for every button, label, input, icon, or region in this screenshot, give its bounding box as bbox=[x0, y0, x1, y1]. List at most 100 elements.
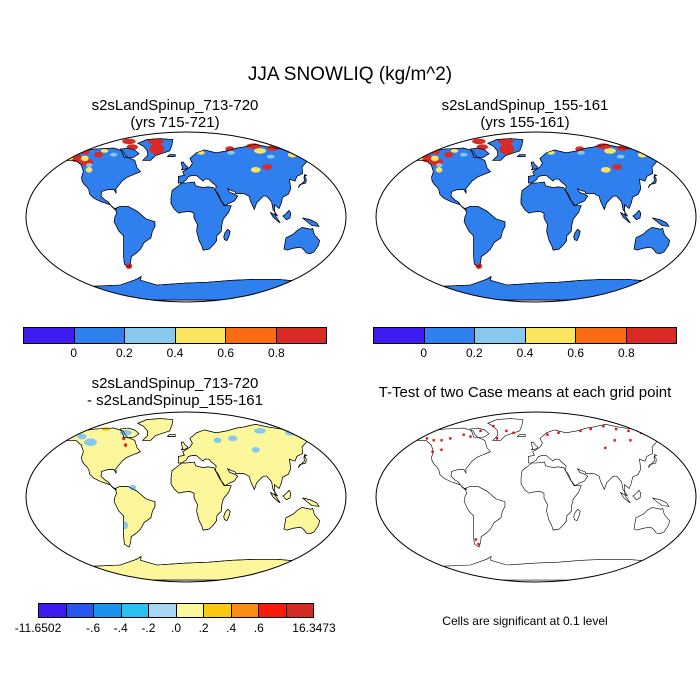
significant-cell bbox=[613, 439, 616, 442]
colorbar-difference-tick-label: .0 bbox=[170, 621, 182, 635]
colorbar-difference-tick-label: -.2 bbox=[141, 621, 156, 635]
colorbar-swatch bbox=[176, 604, 204, 617]
colorbar-swatch bbox=[66, 604, 94, 617]
coastline bbox=[463, 206, 506, 268]
diff-negative-region bbox=[213, 437, 222, 444]
coastline bbox=[180, 161, 188, 171]
snow-high-region bbox=[497, 138, 514, 145]
colorbar-swatch bbox=[286, 604, 313, 617]
coastline bbox=[405, 147, 492, 210]
continent-madagascar bbox=[573, 508, 581, 521]
significant-cell bbox=[615, 427, 618, 431]
continent-iceland bbox=[516, 434, 526, 437]
snow-mid-region bbox=[80, 155, 89, 162]
snow-high-region bbox=[122, 138, 136, 145]
colorbar-swatch bbox=[24, 328, 75, 343]
significant-cell bbox=[477, 543, 480, 546]
coastline bbox=[298, 174, 308, 188]
coastline bbox=[113, 486, 156, 548]
coastline bbox=[282, 489, 292, 501]
colorbar-case2-tick-label: 0.2 bbox=[465, 346, 483, 360]
coastline bbox=[137, 138, 174, 161]
snow-low-region bbox=[227, 150, 235, 155]
panel-1-title-line2: (yrs 715-721) bbox=[130, 114, 220, 131]
diff-negative-region bbox=[129, 484, 137, 491]
map-ttest bbox=[375, 411, 697, 583]
coastline bbox=[487, 138, 524, 161]
colorbar-swatch bbox=[121, 604, 149, 617]
map-case2 bbox=[375, 131, 697, 303]
colorbar-difference-tick-label: -.4 bbox=[113, 621, 128, 635]
continent-newguinea bbox=[652, 497, 670, 507]
significant-cell bbox=[495, 437, 499, 440]
coastline bbox=[55, 147, 142, 210]
diff-negative-region bbox=[84, 438, 97, 446]
colorbar-swatch bbox=[204, 604, 232, 617]
colorbar-case1 bbox=[23, 327, 327, 344]
map-border bbox=[375, 411, 697, 583]
significant-cell bbox=[589, 427, 592, 431]
colorbar-swatch bbox=[94, 604, 122, 617]
coastline bbox=[527, 143, 675, 217]
snow-mid-region bbox=[250, 167, 261, 173]
continent-eurasia bbox=[527, 423, 675, 497]
diff-positive-region bbox=[101, 427, 111, 431]
colorbar-swatch bbox=[259, 604, 287, 617]
coastline bbox=[283, 507, 320, 535]
colorbar-swatch bbox=[424, 328, 475, 343]
significant-cell bbox=[505, 429, 508, 433]
colorbar-case1-tick-label: 0 bbox=[70, 346, 77, 360]
colorbar-swatch bbox=[149, 604, 177, 617]
coastline bbox=[223, 228, 231, 241]
coastline bbox=[55, 427, 142, 490]
panel-1-title: s2sLandSpinup_713-720 (yrs 715-721) bbox=[25, 97, 325, 131]
significant-cell bbox=[440, 448, 443, 451]
colorbar-swatch bbox=[175, 328, 226, 343]
snow-mid-region bbox=[197, 150, 205, 155]
significant-cell bbox=[492, 425, 495, 428]
map-difference bbox=[25, 411, 347, 583]
snow-mid-region bbox=[450, 149, 459, 153]
coastline bbox=[119, 147, 140, 158]
diff-negative-region bbox=[122, 521, 128, 530]
colorbar-swatch bbox=[125, 328, 176, 343]
snow-low-region bbox=[459, 152, 468, 157]
coastline bbox=[166, 434, 176, 437]
diff-negative-region bbox=[77, 433, 87, 440]
significant-cell bbox=[469, 435, 472, 438]
coastline bbox=[573, 228, 581, 241]
significant-cell bbox=[629, 439, 632, 442]
colorbar-case2-tick-label: 0 bbox=[420, 346, 427, 360]
diff-max-region bbox=[124, 443, 128, 447]
colorbar-case1-tick-label: 0.6 bbox=[217, 346, 234, 360]
coastline bbox=[180, 441, 188, 451]
snow-mid-region bbox=[600, 167, 611, 173]
continent-uk bbox=[530, 441, 538, 451]
colorbar-case1-tick-label: 0.4 bbox=[166, 346, 184, 360]
snow-low-region bbox=[86, 163, 93, 167]
snow-mid-region bbox=[100, 149, 109, 153]
colorbar-swatch bbox=[626, 328, 676, 343]
coastline bbox=[270, 492, 281, 503]
snow-low-region bbox=[266, 154, 275, 159]
diff-negative-region bbox=[119, 430, 132, 436]
panel-2-title-line2: (yrs 155-161) bbox=[480, 114, 570, 131]
continent-africa bbox=[520, 461, 582, 531]
snow-low-region bbox=[577, 150, 585, 155]
coastline bbox=[298, 454, 308, 468]
snow-high-region bbox=[306, 151, 319, 160]
snow-high-region bbox=[408, 153, 418, 160]
colorbar-swatch bbox=[475, 328, 526, 343]
snow-high-region bbox=[656, 151, 669, 160]
colorbar-difference-tick-label: 16.3473 bbox=[292, 621, 336, 635]
significant-cell bbox=[474, 538, 478, 541]
significant-cell bbox=[432, 439, 435, 442]
significant-cell bbox=[512, 431, 515, 434]
colorbar-difference-tick-label: .4 bbox=[226, 621, 237, 635]
significant-cell bbox=[440, 439, 443, 442]
colorbar-difference-tick-label: -.6 bbox=[86, 621, 101, 635]
coastline bbox=[119, 427, 140, 438]
coastline bbox=[302, 217, 320, 227]
significant-cell bbox=[602, 425, 605, 428]
snow-mid-region bbox=[547, 150, 555, 155]
